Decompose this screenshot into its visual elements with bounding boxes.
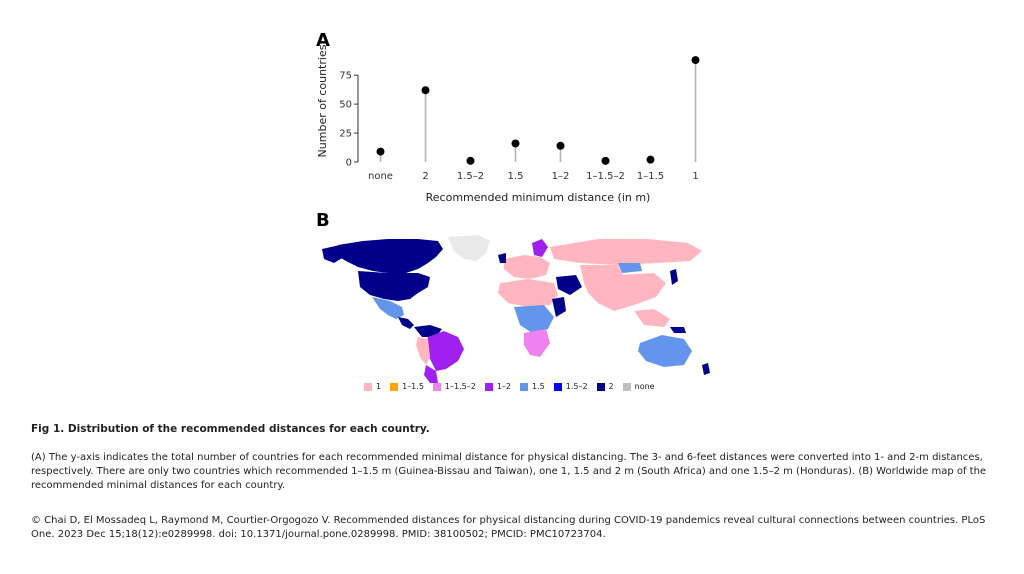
lollipop-point <box>601 156 610 165</box>
map-africa-central <box>514 305 554 333</box>
map-east-africa <box>552 297 566 317</box>
lollipop-chart: 0 25 50 75 Number of countries none 2 1.5–2 1.5 1… <box>316 44 700 204</box>
map-australia <box>638 335 692 367</box>
legend-label: 1.5–2 <box>565 382 588 391</box>
map-greenland <box>448 235 490 261</box>
y-tick-label: 0 <box>346 158 352 169</box>
lollipop-point <box>466 156 475 165</box>
legend-item: 2 <box>596 382 614 391</box>
map-usa <box>358 271 430 301</box>
legend-item: 1 <box>364 382 381 391</box>
lollipop-point <box>691 56 700 65</box>
legend-swatch <box>553 382 562 391</box>
x-tick-label: 1.5 <box>508 171 524 182</box>
legend-label: 1 <box>376 382 382 391</box>
x-tick-label: none <box>368 171 393 182</box>
x-tick-label: 1–2 <box>552 171 570 182</box>
map-papua <box>670 327 686 333</box>
map-legend: 1 1–1.5 1–1.5–2 1–2 1.5 1.5–2 2 none <box>364 382 664 391</box>
map-alaska <box>322 245 344 263</box>
map-central-america <box>398 317 414 329</box>
legend-label: 1.5 <box>532 382 545 391</box>
map-japan <box>670 269 678 285</box>
legend-label: none <box>634 382 655 391</box>
y-axis-label: Number of countries <box>316 44 329 157</box>
legend-swatch <box>390 382 399 391</box>
figure-caption-description: (A) The y-axis indicates the total numbe… <box>31 452 987 491</box>
legend-swatch <box>622 382 631 391</box>
x-tick-label: 1–1.5–2 <box>586 171 625 182</box>
x-axis-label: Recommended minimum distance (in m) <box>426 191 651 204</box>
legend-item: 1–1.5 <box>390 382 424 391</box>
x-tick-label: 1–1.5 <box>637 171 664 182</box>
panel-b-label: B <box>316 210 330 231</box>
map-brazil <box>424 331 464 371</box>
legend-item: 1.5 <box>520 382 545 391</box>
map-africa-north <box>498 279 558 307</box>
legend-swatch <box>484 382 493 391</box>
map-scandinavia <box>532 239 548 257</box>
world-map <box>318 233 718 403</box>
legend-label: 1–1.5–2 <box>444 382 476 391</box>
map-andes <box>416 337 430 365</box>
legend-item: 1–1.5–2 <box>432 382 476 391</box>
x-tick-label: 1.5–2 <box>457 171 484 182</box>
legend-swatch <box>596 382 605 391</box>
lollipop-point <box>376 147 385 156</box>
lollipop-point <box>511 139 520 148</box>
map-south-america-north <box>414 325 442 337</box>
legend-swatch <box>432 382 441 391</box>
map-china-india <box>584 273 666 311</box>
figure-citation: © Chai D, El Mossadeq L, Raymond M, Cour… <box>31 515 986 540</box>
map-southeast-asia <box>634 309 670 327</box>
legend-item: none <box>622 382 655 391</box>
lollipop-point <box>421 86 430 95</box>
legend-swatch <box>520 382 528 391</box>
y-tick-label: 75 <box>339 71 352 82</box>
map-canada <box>336 239 443 273</box>
lollipop-point <box>646 155 655 164</box>
legend-label: 1–1.5 <box>402 382 424 391</box>
map-new-zealand <box>702 363 710 375</box>
panel-a-label: A <box>316 30 330 51</box>
map-argentina <box>424 365 438 383</box>
legend-item: 1.5–2 <box>553 382 588 391</box>
figure-caption-title: Fig 1. Distribution of the recommended d… <box>31 423 430 435</box>
legend-label: 1–2 <box>496 382 511 391</box>
legend-label: 2 <box>608 382 614 391</box>
map-uk <box>498 253 506 263</box>
map-mongolia <box>618 263 642 273</box>
x-tick-label: 2 <box>422 171 428 182</box>
map-mexico <box>372 297 404 319</box>
y-tick-label: 50 <box>339 100 352 111</box>
legend-item: 1–2 <box>484 382 511 391</box>
x-tick-label: 1 <box>692 171 698 182</box>
map-europe <box>504 255 550 279</box>
figure-1: A 0 25 50 75 Number of countries none 2 1.5–2 1.… <box>300 26 730 398</box>
lollipop-point <box>556 141 565 150</box>
map-middle-east <box>556 275 582 295</box>
map-russia <box>550 239 702 265</box>
legend-swatch <box>364 382 372 391</box>
map-africa-south <box>524 329 550 357</box>
y-tick-label: 25 <box>339 129 352 140</box>
